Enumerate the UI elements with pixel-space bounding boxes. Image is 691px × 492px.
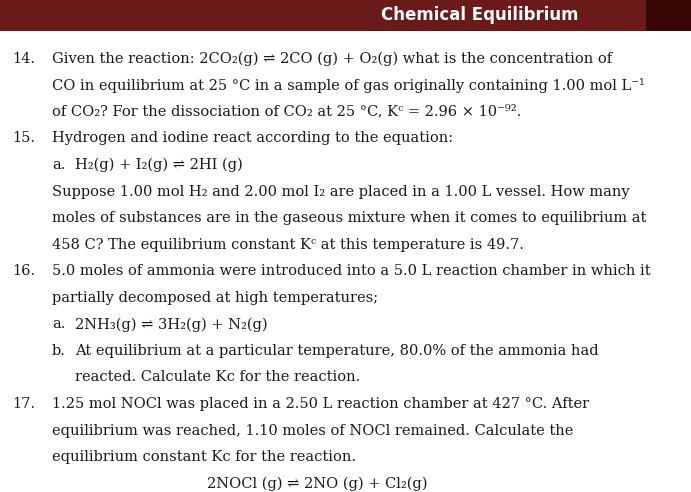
Text: equilibrium constant Kc for the reaction.: equilibrium constant Kc for the reaction… [52, 450, 356, 464]
Text: a.: a. [52, 158, 65, 172]
Text: a.: a. [52, 317, 65, 331]
Text: H₂(g) + I₂(g) ⇌ 2HI (g): H₂(g) + I₂(g) ⇌ 2HI (g) [75, 158, 243, 172]
Text: 15.: 15. [12, 131, 35, 145]
Text: equilibrium was reached, 1.10 moles of NOCl remained. Calculate the: equilibrium was reached, 1.10 moles of N… [52, 424, 574, 437]
Text: 16.: 16. [12, 264, 35, 278]
Bar [0, 0, 691, 31]
Text: CO in equilibrium at 25 °C in a sample of gas originally containing 1.00 mol L⁻¹: CO in equilibrium at 25 °C in a sample o… [52, 78, 645, 93]
Text: Given the reaction: 2CO₂(g) ⇌ 2CO (g) + O₂(g) what is the concentration of: Given the reaction: 2CO₂(g) ⇌ 2CO (g) + … [52, 52, 612, 66]
Text: 458 C? The equilibrium constant Kᶜ at this temperature is 49.7.: 458 C? The equilibrium constant Kᶜ at th… [52, 238, 524, 251]
Text: b.: b. [52, 344, 66, 358]
Bar [646, 0, 691, 31]
Text: partially decomposed at high temperatures;: partially decomposed at high temperature… [52, 291, 378, 305]
Text: Suppose 1.00 mol H₂ and 2.00 mol I₂ are placed in a 1.00 L vessel. How many: Suppose 1.00 mol H₂ and 2.00 mol I₂ are … [52, 184, 630, 198]
Text: moles of substances are in the gaseous mixture when it comes to equilibrium at: moles of substances are in the gaseous m… [52, 211, 646, 225]
Text: Chemical Equilibrium: Chemical Equilibrium [381, 6, 579, 24]
Text: of CO₂? For the dissociation of CO₂ at 25 °C, Kᶜ = 2.96 × 10⁻⁹².: of CO₂? For the dissociation of CO₂ at 2… [52, 105, 521, 119]
Text: 2NH₃(g) ⇌ 3H₂(g) + N₂(g): 2NH₃(g) ⇌ 3H₂(g) + N₂(g) [75, 317, 267, 332]
Text: reacted. Calculate Kc for the reaction.: reacted. Calculate Kc for the reaction. [75, 370, 360, 384]
Text: 14.: 14. [12, 52, 35, 65]
Text: 5.0 moles of ammonia were introduced into a 5.0 L reaction chamber in which it: 5.0 moles of ammonia were introduced int… [52, 264, 650, 278]
Text: 2NOCl (g) ⇌ 2NO (g) + Cl₂(g): 2NOCl (g) ⇌ 2NO (g) + Cl₂(g) [207, 477, 428, 491]
Text: At equilibrium at a particular temperature, 80.0% of the ammonia had: At equilibrium at a particular temperatu… [75, 344, 598, 358]
Text: 17.: 17. [12, 397, 35, 411]
Text: 1.25 mol NOCl was placed in a 2.50 L reaction chamber at 427 °C. After: 1.25 mol NOCl was placed in a 2.50 L rea… [52, 397, 589, 411]
Text: Hydrogen and iodine react according to the equation:: Hydrogen and iodine react according to t… [52, 131, 453, 145]
